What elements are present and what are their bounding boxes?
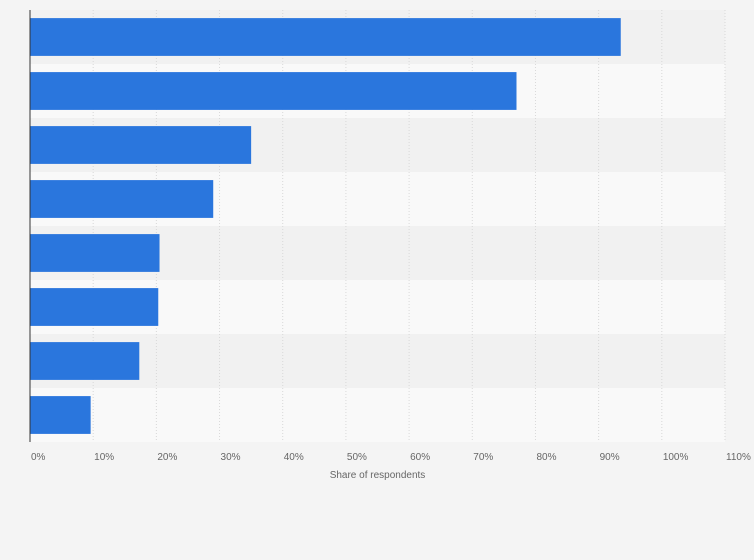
x-tick-label: 50% (347, 452, 367, 463)
x-tick-label: 80% (536, 452, 556, 463)
bar[interactable] (30, 288, 159, 326)
bar[interactable] (30, 234, 160, 272)
x-tick-label: 0% (31, 452, 46, 463)
x-tick-label: 30% (221, 452, 241, 463)
row-band (30, 334, 725, 388)
x-axis-title: Share of respondents (330, 470, 426, 481)
x-tick-label: 10% (94, 452, 114, 463)
x-tick-label: 40% (284, 452, 304, 463)
x-tick-label: 70% (473, 452, 493, 463)
bar[interactable] (30, 396, 91, 434)
bars (30, 18, 621, 434)
x-tick-label: 100% (663, 452, 689, 463)
x-tick-label: 60% (410, 452, 430, 463)
x-tick-label: 110% (726, 452, 751, 463)
bar[interactable] (30, 180, 214, 218)
x-tick-label: 20% (157, 452, 177, 463)
x-axis-ticks: 0% 10% 20% 30% 40% 50% 60% 70% 80% 90% 100% 110% (31, 452, 751, 463)
bar[interactable] (30, 342, 140, 380)
x-tick-label: 90% (600, 452, 620, 463)
row-band (30, 388, 725, 442)
bar[interactable] (30, 72, 517, 110)
bar[interactable] (30, 18, 621, 56)
bar[interactable] (30, 126, 252, 164)
